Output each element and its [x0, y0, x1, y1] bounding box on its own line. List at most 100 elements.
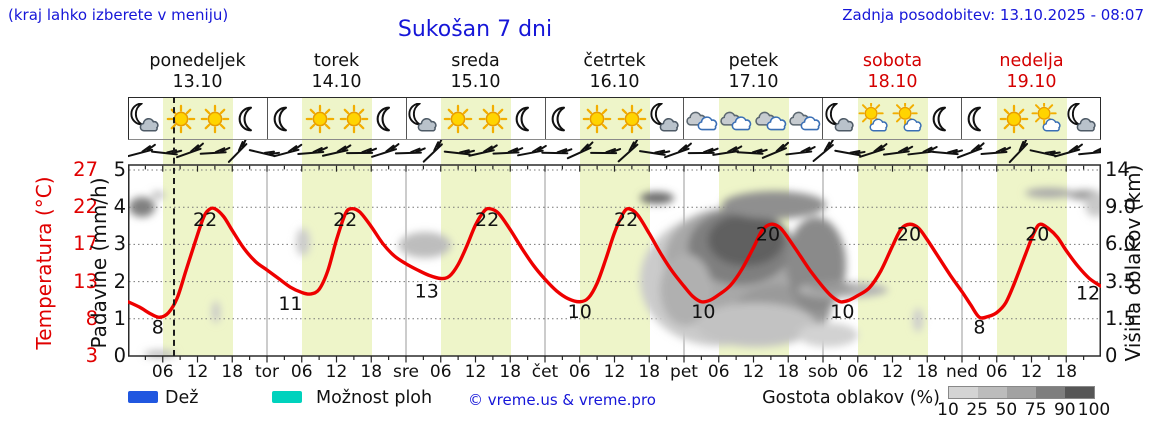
wind-barb-icon: [321, 140, 352, 164]
page-title: Sukošan 7 dni: [397, 17, 553, 42]
meteogram-plot: 8 22 11 22 13 22 10 22 10 20 10 20 8 20 12: [128, 164, 1101, 363]
axis-tick-value: 5: [113, 158, 126, 181]
showers-legend-label: Možnost ploh: [316, 388, 433, 408]
temperature-value-label: 10: [691, 301, 715, 323]
x-axis-hour-label: 12: [881, 362, 904, 382]
temperature-value-label: 20: [1025, 223, 1049, 245]
day-date: 16.10: [589, 72, 640, 92]
sun-icon: [582, 104, 612, 133]
x-axis-hour-label: 06: [151, 362, 174, 382]
moon-icon: [967, 106, 982, 131]
cloud-density-legend-label: Gostota oblakov (%): [762, 388, 940, 408]
x-axis-day-abbr: tor: [254, 362, 280, 382]
x-axis-hour-label: 06: [568, 362, 591, 382]
cloud-density-field: [129, 188, 1101, 358]
clouds-icon: [719, 103, 753, 135]
axis-tick-value: 14: [1105, 158, 1130, 181]
sun-icon: [339, 104, 369, 133]
density-stop-label: 75: [1024, 400, 1047, 420]
rain-legend-swatch: [128, 391, 158, 403]
day-header: torek 14.10: [267, 51, 406, 95]
moon-icon: [238, 106, 252, 131]
day-date: 14.10: [311, 72, 362, 92]
time-axis-labels: 06 12 18 tor 06 12 18 sre 06 12 18 čet 06 12 18 pet 06 12…: [128, 362, 1101, 382]
axis-tick-value: 0: [1105, 344, 1118, 367]
day-headers: ponedeljek 13.10 torek 14.10 sreda 15.10 četrt…: [128, 51, 1101, 95]
day-date: 15.10: [450, 72, 501, 92]
x-axis-hour-label: 06: [290, 362, 313, 382]
x-axis-day-abbr: čet: [531, 362, 559, 382]
temperature-axis-ticks: 27 22 17 13 8 3: [0, 0, 98, 443]
sun-cloud-icon: [1031, 103, 1065, 135]
cloud-blob: [808, 283, 852, 293]
wind-barb-icon: [566, 140, 594, 161]
moon-cloud-icon: [129, 103, 163, 135]
temperature-curve: [128, 206, 1101, 320]
temperature-value-label: 8: [152, 316, 164, 338]
plot-frame: [128, 164, 1101, 357]
icon-day-cell: [822, 98, 961, 139]
x-axis-hour-label: 06: [985, 362, 1008, 382]
day-header: sreda 15.10: [406, 51, 545, 95]
day-date: 17.10: [728, 72, 779, 92]
x-axis-day-abbr: sre: [393, 362, 419, 382]
day-name: sreda: [451, 51, 500, 71]
x-axis-hour-label: 18: [499, 362, 522, 382]
moon-icon: [273, 106, 288, 131]
x-axis-hour-label: 06: [429, 362, 452, 382]
moon-cloud-icon: [649, 103, 683, 135]
x-axis-hour-label: 18: [221, 362, 244, 382]
x-axis-day-abbr: ned: [945, 362, 979, 382]
wind-barb-icon: [222, 140, 253, 163]
density-segment: [1007, 387, 1036, 398]
sun-icon: [200, 104, 230, 133]
moon-icon: [932, 106, 946, 131]
cloud-blob: [144, 350, 176, 358]
density-segment: [949, 387, 978, 398]
current-time-marker: [173, 97, 175, 356]
axis-tick-value: 0: [113, 344, 126, 367]
density-stop-label: 10: [937, 400, 959, 420]
temperature-value-label: 20: [756, 223, 780, 245]
temperature-value-label: 13: [415, 281, 439, 303]
showers-legend-swatch: [272, 391, 302, 403]
credit-link[interactable]: © vreme.us & vreme.pro: [468, 391, 656, 409]
axis-tick-value: 4: [113, 195, 126, 219]
temperature-value-label: 8: [973, 316, 985, 338]
wind-barb-icon: [613, 140, 643, 163]
temperature-value-label: 10: [568, 301, 592, 323]
sun-icon: [999, 104, 1029, 133]
sun-icon: [166, 104, 195, 133]
wind-barb-icon: [418, 140, 448, 163]
density-stop-label: 25: [966, 400, 988, 420]
axis-tick-value: 22: [73, 195, 98, 219]
axis-tick-value: 9.0: [1105, 195, 1137, 219]
precipitation-axis-ticks: 5 4 3 2 1 0: [0, 0, 126, 443]
day-name: nedelja: [999, 51, 1064, 71]
x-axis-day-abbr: pet: [670, 362, 698, 382]
x-axis-hour-label: 06: [707, 362, 730, 382]
sun-cloud-icon: [892, 103, 926, 135]
x-axis-hour-label: 18: [638, 362, 661, 382]
day-date: 19.10: [1006, 72, 1057, 92]
day-name: četrtek: [583, 51, 646, 71]
axis-tick-value: 2: [113, 269, 126, 293]
sun-icon: [478, 104, 508, 133]
x-axis-hour-label: 18: [777, 362, 800, 382]
temperature-value-label: 10: [830, 301, 854, 323]
density-segment: [1036, 387, 1065, 398]
axis-tick-value: 8: [85, 306, 98, 330]
wind-barb-icon: [1003, 140, 1034, 164]
icon-day-cell: [266, 98, 406, 139]
day-header: nedelja 19.10: [962, 51, 1101, 95]
sun-icon: [305, 104, 334, 133]
rain-legend-label: Dež: [165, 388, 199, 408]
icon-day-cell: [961, 98, 1100, 139]
moon-cloud-icon: [407, 103, 441, 135]
moon-cloud-icon: [1066, 103, 1100, 135]
x-axis-hour-label: 18: [360, 362, 383, 382]
sun-cloud-icon: [858, 103, 892, 135]
weather-icon-row: [128, 97, 1101, 140]
clouds-icon: [754, 103, 788, 135]
